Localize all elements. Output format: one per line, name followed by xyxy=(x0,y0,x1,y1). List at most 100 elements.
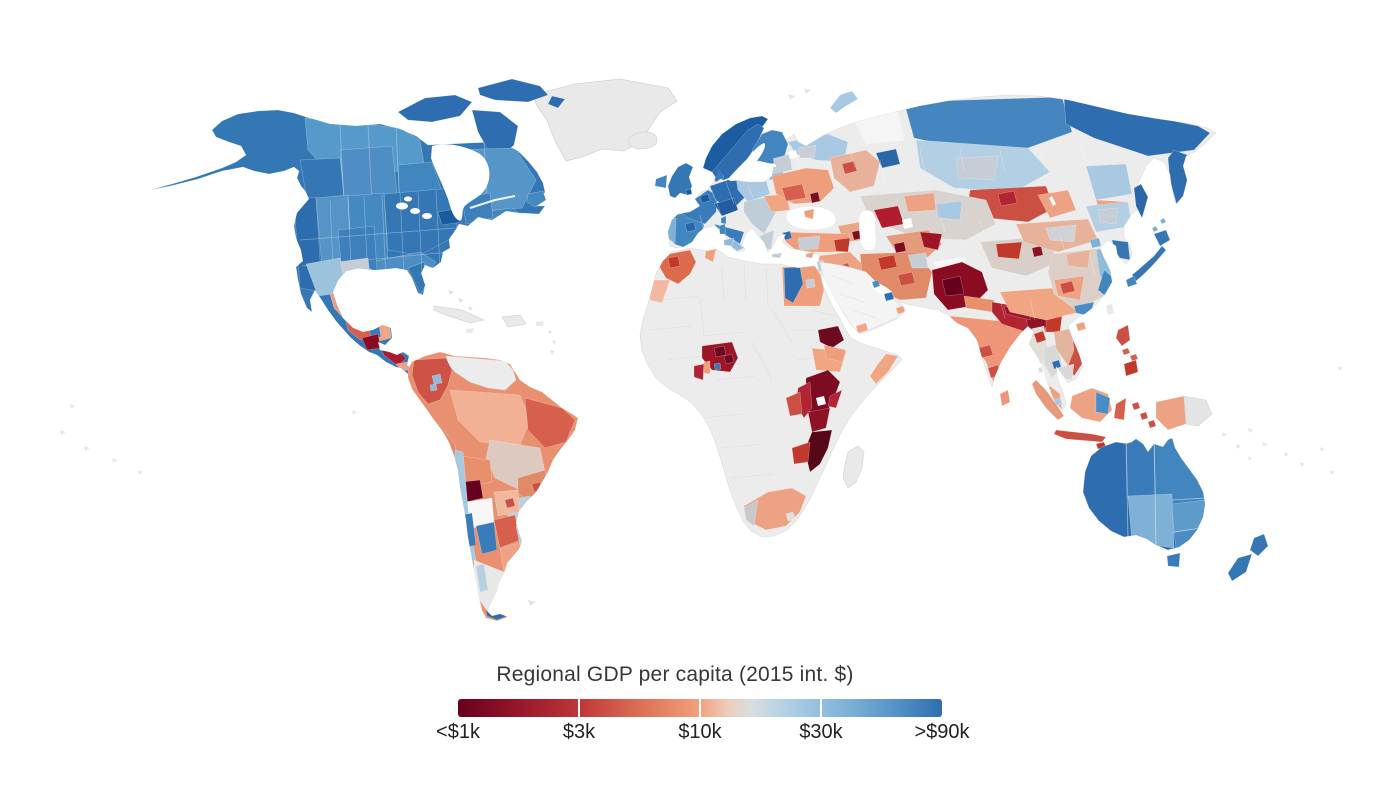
xinjiang-maroon-dot xyxy=(1031,245,1044,258)
eurasia-region-borders xyxy=(699,139,1096,321)
great-lakes xyxy=(396,196,432,219)
mexico-north-gray xyxy=(337,257,373,299)
lake-ladoga xyxy=(788,150,798,159)
morocco-red-dot xyxy=(667,255,681,269)
brazil-northeast-red xyxy=(524,397,576,449)
northeast-russia-dark xyxy=(1063,98,1211,157)
ireland xyxy=(654,174,668,189)
left-edge-island-specks xyxy=(59,403,358,476)
nz-south-island xyxy=(1227,553,1253,582)
legend-colorbar xyxy=(458,699,942,717)
sulawesi-red xyxy=(1113,397,1127,421)
beijing-blue-dot xyxy=(1089,237,1102,249)
aral-sea xyxy=(902,218,913,229)
legend-title: Regional GDP per capita (2015 int. $) xyxy=(496,663,854,686)
iceland xyxy=(627,131,658,150)
nw-russia-gray xyxy=(797,144,817,159)
kuril-specks xyxy=(1151,217,1167,233)
newfoundland xyxy=(526,190,547,208)
sichuan-red-dot xyxy=(1059,280,1076,295)
mindanao-red xyxy=(1123,359,1139,377)
sakhalin-blue xyxy=(1133,183,1149,219)
crimea-salmon xyxy=(803,208,815,220)
yemen-salmon xyxy=(855,322,869,334)
luzon-red xyxy=(1115,324,1131,347)
jamaica xyxy=(465,327,475,334)
quito-blue-dot xyxy=(408,402,414,411)
kazakhstan-lightblue xyxy=(935,200,963,221)
madrid-dark-dot xyxy=(684,221,697,233)
morocco-orange xyxy=(657,249,697,285)
kyushu xyxy=(1125,275,1138,288)
great-britain xyxy=(667,162,694,199)
ecuador-red xyxy=(408,397,421,418)
novaya-zemlya xyxy=(829,90,859,114)
bangkok-blue-dot xyxy=(1051,359,1062,370)
baikal-salmon xyxy=(1037,189,1077,219)
legend-tick-mark xyxy=(820,699,822,717)
iran-red-patch-s xyxy=(897,271,916,287)
new-guinea-west-salmon xyxy=(1155,395,1187,431)
somalia-salmon xyxy=(869,353,899,385)
northeast-china-gray xyxy=(1097,207,1119,225)
arabia-borders xyxy=(831,275,877,319)
ghana-red xyxy=(693,363,705,381)
sumatra-salmon xyxy=(1031,379,1065,421)
legend-tick-mark xyxy=(699,699,701,717)
gulf-of-finland xyxy=(757,160,777,168)
hudson-bay xyxy=(431,144,490,221)
melanesia-specks xyxy=(1221,431,1253,462)
volga-red-dot xyxy=(841,160,858,175)
lake-baikal xyxy=(1049,196,1056,206)
tasmania xyxy=(1166,552,1181,568)
caspian-sea xyxy=(859,210,876,251)
lagos-blue-dot xyxy=(713,362,722,371)
mongolia-gray xyxy=(1045,224,1077,243)
moluccas-specks xyxy=(1131,401,1157,429)
st-lawrence xyxy=(469,195,516,209)
baltic-sea xyxy=(728,143,766,182)
sicily xyxy=(723,237,735,247)
visayas-specks xyxy=(1121,347,1139,362)
turkey-gray xyxy=(797,235,821,251)
svalbard-specks xyxy=(787,87,812,101)
iran-gray-patch xyxy=(907,252,929,269)
mexico-center-red xyxy=(349,298,369,317)
crete xyxy=(771,252,783,259)
java-red xyxy=(1053,429,1107,443)
benin-togo-salmon xyxy=(703,360,711,375)
andaman-speck xyxy=(1037,366,1044,374)
nz-north-island xyxy=(1249,533,1269,557)
lesser-antilles xyxy=(547,329,557,356)
hokkaido xyxy=(1153,229,1171,247)
south-africa-gray-west xyxy=(743,499,759,527)
amur-lightblue xyxy=(1085,163,1133,201)
central-siberia-gray xyxy=(955,155,999,181)
patagonia-lightblue xyxy=(475,563,489,593)
ukraine-red-patch xyxy=(781,183,807,202)
australia-state-borders xyxy=(1125,439,1205,546)
sardinia xyxy=(718,223,727,235)
kazakhstan-salmon xyxy=(903,192,937,213)
colombia-red xyxy=(411,357,453,405)
sri-lanka xyxy=(999,389,1011,407)
hispaniola xyxy=(501,314,527,328)
turkmen-maroon-dot xyxy=(893,241,907,254)
nigeria-darkred xyxy=(701,341,739,373)
north-siberia-blue xyxy=(903,96,1073,149)
greenland xyxy=(532,78,678,162)
borneo-blue-east xyxy=(1095,391,1111,415)
pakistan-darkest xyxy=(941,275,965,297)
uzbekistan-darkred xyxy=(919,231,943,251)
hainan xyxy=(1075,321,1087,332)
qatar-uae-blue xyxy=(883,291,895,302)
moldova-maroon xyxy=(809,191,821,204)
honshu xyxy=(1131,245,1167,282)
ethiopia-maroon xyxy=(817,325,845,349)
paraguay-red-dot xyxy=(504,497,516,509)
nigeria-maroon-dots xyxy=(713,345,735,365)
east-turkey-red xyxy=(833,237,851,253)
pacific-specks xyxy=(1247,365,1344,476)
cuba xyxy=(433,305,486,324)
